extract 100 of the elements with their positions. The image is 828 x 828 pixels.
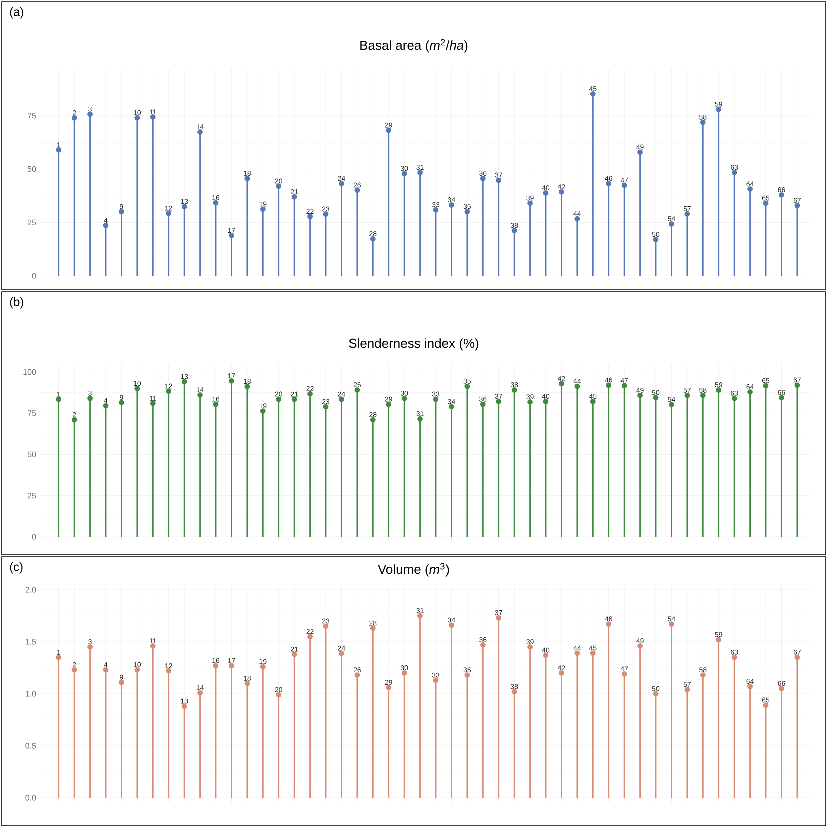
- point: [606, 382, 612, 388]
- point: [72, 417, 78, 423]
- point: [528, 644, 533, 650]
- point: [779, 686, 784, 692]
- point: [700, 392, 706, 398]
- point: [198, 392, 203, 398]
- point: [339, 181, 344, 187]
- point: [748, 389, 753, 395]
- y-tick-label: 75: [28, 410, 36, 416]
- point: [276, 692, 282, 698]
- point: [496, 399, 502, 404]
- y-tick-label: 0: [32, 273, 36, 279]
- point: [449, 202, 454, 208]
- point: [276, 396, 282, 402]
- point: [590, 399, 596, 404]
- y-tick-label: 50: [28, 452, 36, 458]
- point: [119, 400, 124, 406]
- point: [638, 392, 643, 398]
- y-tick-label: 0: [32, 534, 36, 540]
- point: [794, 654, 800, 660]
- point: [449, 622, 454, 628]
- point: [166, 210, 172, 216]
- y-tick-label: 0.5: [26, 743, 36, 749]
- point: [464, 672, 470, 678]
- point: [433, 678, 439, 684]
- point: [292, 194, 298, 200]
- point: [543, 652, 549, 658]
- text: (b): [10, 298, 24, 309]
- point: [244, 384, 250, 390]
- point: [276, 184, 282, 190]
- y-tick-label: 75: [28, 113, 36, 119]
- point: [512, 388, 518, 393]
- point: [56, 654, 62, 660]
- point: [433, 207, 439, 213]
- point: [213, 200, 219, 206]
- point: [716, 106, 722, 112]
- point: [386, 128, 392, 134]
- point: [716, 388, 722, 393]
- chart-title: Slenderness index (%): [349, 338, 479, 351]
- point: [402, 670, 408, 676]
- y-tick-label: 100: [24, 369, 36, 376]
- point: [134, 667, 140, 673]
- point: [622, 182, 628, 188]
- point: [244, 680, 250, 686]
- point: [748, 186, 753, 192]
- point: [292, 396, 298, 402]
- y-tick-label: 0.0: [26, 795, 36, 801]
- point: [56, 396, 62, 402]
- point: [370, 626, 376, 632]
- point: [150, 400, 156, 406]
- y-tick-label: 2.0: [26, 587, 36, 593]
- point: [543, 399, 549, 404]
- point: [370, 417, 376, 423]
- point: [134, 386, 140, 392]
- point: [229, 663, 234, 669]
- point: [308, 391, 313, 397]
- point: [559, 189, 564, 195]
- point: [354, 388, 360, 393]
- point: [88, 396, 93, 402]
- point: [103, 403, 109, 409]
- chart-title: Basal area (m$^{2}$/ha): [360, 39, 468, 53]
- point: [418, 416, 423, 422]
- point: [386, 402, 392, 408]
- point: [763, 702, 769, 708]
- point: [590, 91, 596, 97]
- point: [260, 206, 266, 212]
- point: [354, 672, 360, 678]
- point: [244, 176, 250, 182]
- point: [260, 408, 266, 414]
- point: [323, 404, 329, 410]
- point: [653, 691, 659, 697]
- point: [464, 209, 470, 214]
- point: [418, 613, 423, 619]
- point: [638, 150, 643, 156]
- point: [606, 181, 612, 187]
- point: [496, 178, 502, 184]
- point: [669, 402, 674, 408]
- point: [574, 384, 580, 390]
- point: [354, 188, 360, 194]
- point: [763, 383, 769, 389]
- point: [684, 392, 690, 398]
- point: [653, 237, 659, 242]
- point: [386, 685, 392, 690]
- point: [402, 396, 408, 402]
- y-tick-label: 1.0: [26, 691, 36, 697]
- y-tick-label: 25: [28, 493, 36, 499]
- point: [622, 672, 628, 677]
- point: [323, 212, 329, 218]
- point: [779, 395, 784, 401]
- point: [496, 615, 502, 621]
- point: [622, 383, 628, 389]
- point: [763, 200, 769, 206]
- point: [512, 689, 518, 695]
- text: (a): [10, 8, 24, 19]
- point: [229, 378, 234, 384]
- point: [182, 704, 188, 710]
- point: [794, 203, 800, 209]
- point: [150, 114, 156, 120]
- point: [72, 667, 78, 673]
- point: [182, 204, 188, 210]
